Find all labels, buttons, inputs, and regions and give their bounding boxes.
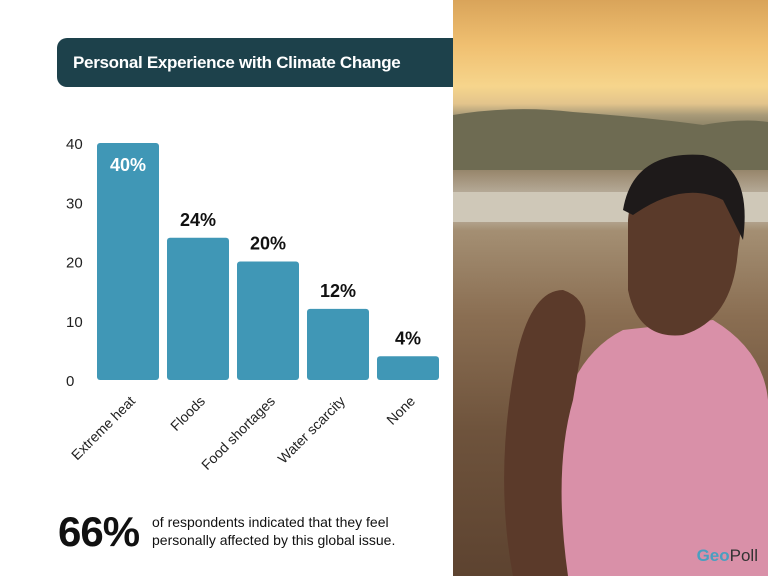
y-tick-label: 40: [66, 136, 83, 153]
x-tick-label: Floods: [167, 393, 208, 434]
data-label: 12%: [320, 281, 356, 301]
data-label: 20%: [250, 234, 286, 254]
y-tick-label: 20: [66, 255, 83, 272]
x-tick-label: Extreme heat: [68, 393, 138, 463]
summary-stat: 66%: [58, 508, 140, 555]
data-label: 24%: [180, 210, 216, 230]
y-tick-label: 0: [66, 373, 74, 390]
y-tick-label: 10: [66, 314, 83, 331]
bar: [97, 143, 159, 380]
infographic-panel: Personal Experience with Climate Change …: [57, 38, 453, 555]
photo-illustration: [453, 109, 768, 576]
bar-chart: 0 10 20 30 40 40% Extreme heat 24% Floods 20% Food…: [66, 136, 439, 473]
geopoll-logo: GeoPoll: [697, 546, 758, 566]
x-tick-label: None: [383, 393, 418, 428]
y-tick-label: 30: [66, 195, 83, 212]
bar: [377, 356, 439, 380]
photo-woman-drought: GeoPoll: [453, 0, 768, 576]
x-tick-label: Water scarcity: [274, 393, 348, 467]
summary-text: of respondents indicated that they feel …: [152, 514, 396, 548]
logo-suffix: Poll: [729, 546, 758, 565]
data-label: 40%: [110, 155, 146, 175]
data-label: 4%: [395, 328, 421, 348]
x-tick-label: Food shortages: [198, 393, 278, 473]
bar: [307, 308, 369, 380]
bar: [167, 237, 229, 380]
bar: [237, 261, 299, 380]
logo-prefix: Geo: [696, 546, 730, 565]
chart-title: Personal Experience with Climate Change: [57, 38, 453, 87]
